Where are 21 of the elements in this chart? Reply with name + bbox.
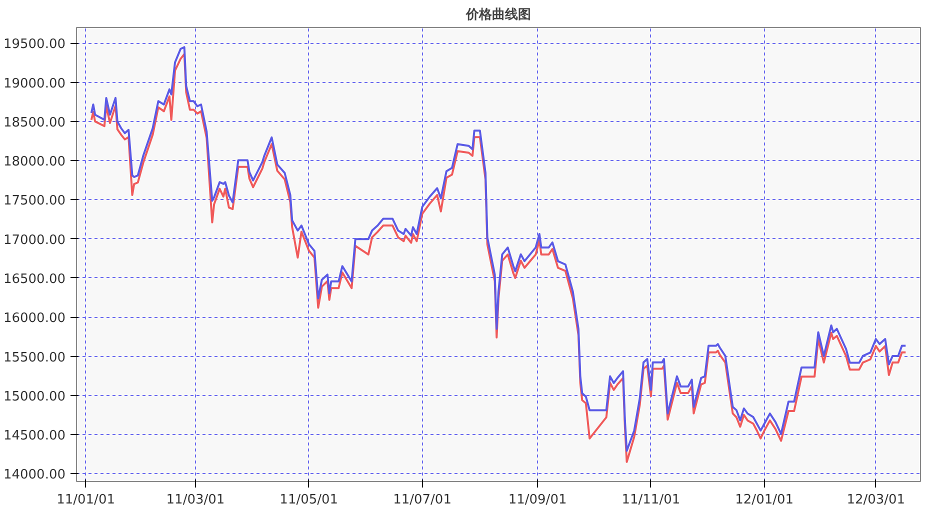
x-tick-label: 11/01/01	[56, 492, 115, 508]
y-tick-label: 16000.00	[3, 311, 66, 326]
y-tick-label: 14500.00	[3, 428, 66, 444]
x-tick-label: 11/05/01	[280, 492, 338, 508]
y-tick-label: 17000.00	[3, 232, 66, 248]
y-tick-label: 16500.00	[3, 272, 66, 287]
y-tick-label: 19000.00	[3, 76, 66, 92]
y-tick-label: 15000.00	[3, 389, 66, 404]
y-tick-label: 19500.00	[3, 37, 66, 52]
x-tick-label: 11/09/01	[508, 492, 567, 508]
y-tick-label: 14000.00	[3, 468, 66, 483]
x-tick-label: 12/01/01	[735, 492, 794, 508]
x-tick-label: 12/03/01	[846, 492, 906, 508]
y-tick-label: 18000.00	[3, 154, 66, 170]
x-tick-label: 11/11/01	[622, 492, 680, 508]
y-tick-label: 15500.00	[3, 350, 66, 366]
y-tick-label: 17500.00	[3, 194, 66, 209]
y-tick-label: 18500.00	[3, 115, 66, 130]
x-tick-label: 11/03/01	[166, 492, 225, 508]
chart-title: 价格曲线图	[465, 8, 531, 22]
x-tick-label: 11/07/01	[393, 492, 452, 508]
